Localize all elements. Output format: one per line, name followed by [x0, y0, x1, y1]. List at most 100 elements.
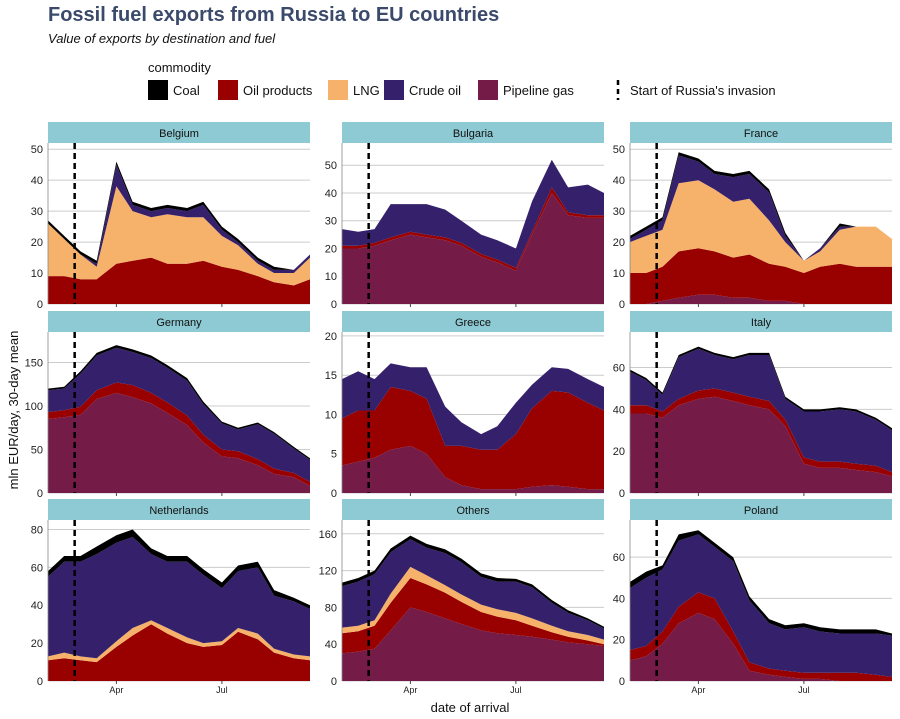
y-tick-label: 150 [25, 357, 43, 369]
y-tick-label: 60 [613, 363, 625, 375]
facet-strip-others [342, 499, 604, 520]
area-crude-oil-france [630, 155, 892, 261]
facet-strip-netherlands [48, 499, 310, 520]
y-tick-label: 60 [31, 562, 43, 574]
y-tick-label: 40 [325, 639, 337, 651]
facet-label-netherlands: Netherlands [149, 505, 209, 517]
facet-poland: Poland 0 20 40 60 Apr Jul [613, 499, 892, 695]
area-lng-france [630, 180, 892, 273]
y-tick-label: 30 [31, 206, 43, 218]
y-tick-label: 10 [325, 271, 337, 283]
facet-netherlands: Netherlands 0 20 40 60 80 Apr Jul [31, 499, 310, 695]
area-pipeline-gas-poland [630, 612, 892, 681]
facet-strip-belgium [48, 122, 310, 143]
y-tick-label: 0 [619, 299, 625, 311]
y-tick-label: 30 [613, 206, 625, 218]
facet-strip-greece [342, 311, 604, 332]
facet-label-france: France [744, 128, 778, 140]
facet-germany: Germany 0 50 100 150 [25, 311, 310, 500]
area-oil-products-france [630, 248, 892, 304]
area-crude-oil-poland [630, 534, 892, 677]
facet-france: France 0 10 20 30 40 50 [613, 122, 892, 311]
y-tick-label: 5 [331, 449, 337, 461]
legend-label-coal: Coal [173, 83, 200, 98]
y-tick-label: 120 [319, 566, 337, 578]
facet-greece: Greece 0 5 10 15 20 [325, 311, 604, 500]
y-tick-label: 0 [331, 299, 337, 311]
facet-strip-bulgaria [342, 122, 604, 143]
y-tick-label: 40 [31, 600, 43, 612]
x-tick-label: Apr [109, 685, 123, 695]
x-axis-title: date of arrival [431, 700, 510, 715]
y-tick-label: 0 [619, 676, 625, 688]
y-tick-label: 10 [613, 268, 625, 280]
y-tick-label: 0 [37, 299, 43, 311]
area-crude-oil-italy [630, 348, 892, 473]
y-tick-label: 60 [613, 552, 625, 564]
facet-strip-poland [630, 499, 892, 520]
y-tick-label: 160 [319, 529, 337, 541]
chart-title: Fossil fuel exports from Russia to EU co… [48, 4, 500, 26]
facet-strip-italy [630, 311, 892, 332]
x-tick-label: Jul [510, 685, 522, 695]
area-pipeline-gas-france [630, 294, 892, 304]
area-oil-products-belgium [48, 257, 310, 304]
y-tick-label: 20 [613, 446, 625, 458]
area-pipeline-gas-greece [342, 445, 604, 493]
facet-label-others: Others [456, 505, 490, 517]
facet-label-bulgaria: Bulgaria [453, 128, 494, 140]
facet-label-greece: Greece [455, 317, 491, 329]
area-pipeline-gas-italy [630, 396, 892, 493]
legend-swatch-oil-products [218, 80, 238, 100]
y-tick-label: 50 [325, 160, 337, 172]
area-oil-products-italy [630, 388, 892, 477]
area-oil-products-poland [630, 592, 892, 681]
area-oil-products-greece [342, 387, 604, 490]
facet-label-italy: Italy [751, 317, 772, 329]
y-tick-label: 20 [325, 243, 337, 255]
y-tick-label: 40 [31, 175, 43, 187]
area-pipeline-gas-others [342, 607, 604, 681]
area-lng-belgium [48, 186, 310, 286]
y-tick-label: 0 [37, 488, 43, 500]
legend-swatch-crude-oil [384, 80, 404, 100]
legend-label-invasion: Start of Russia's invasion [630, 83, 776, 98]
facet-italy: Italy 0 20 40 60 [613, 311, 892, 500]
area-crude-oil-netherlands [48, 537, 310, 659]
y-tick-label: 10 [31, 268, 43, 280]
y-tick-label: 10 [325, 409, 337, 421]
y-tick-label: 50 [613, 144, 625, 156]
area-lng-netherlands [48, 620, 310, 663]
facet-belgium: Belgium 0 10 20 30 40 50 [31, 122, 310, 311]
y-tick-label: 50 [31, 444, 43, 456]
chart-subtitle: Value of exports by destination and fuel [48, 31, 276, 46]
y-tick-label: 0 [619, 488, 625, 500]
area-pipeline-gas-bulgaria [342, 193, 604, 304]
y-tick-label: 80 [325, 602, 337, 614]
legend-swatch-pipeline-gas [478, 80, 498, 100]
area-pipeline-gas-germany [48, 392, 310, 493]
y-tick-label: 40 [613, 175, 625, 187]
legend-label-oil-products: Oil products [243, 83, 313, 98]
y-tick-label: 100 [25, 401, 43, 413]
y-tick-label: 80 [31, 524, 43, 536]
area-coal-italy [630, 346, 892, 431]
area-crude-oil-belgium [48, 164, 310, 273]
facet-label-belgium: Belgium [159, 128, 199, 140]
legend-swatch-lng [328, 80, 348, 100]
x-tick-label: Jul [798, 685, 810, 695]
y-tick-label: 0 [37, 676, 43, 688]
area-crude-oil-others [342, 539, 604, 640]
legend-swatch-coal [148, 80, 168, 100]
y-tick-label: 20 [31, 237, 43, 249]
y-tick-label: 40 [613, 404, 625, 416]
y-tick-label: 0 [331, 488, 337, 500]
facet-label-poland: Poland [744, 505, 778, 517]
legend-label-lng: LNG [353, 83, 380, 98]
y-tick-label: 20 [325, 331, 337, 343]
x-tick-label: Jul [216, 685, 228, 695]
x-tick-label: Apr [691, 685, 705, 695]
area-crude-oil-greece [342, 363, 604, 450]
